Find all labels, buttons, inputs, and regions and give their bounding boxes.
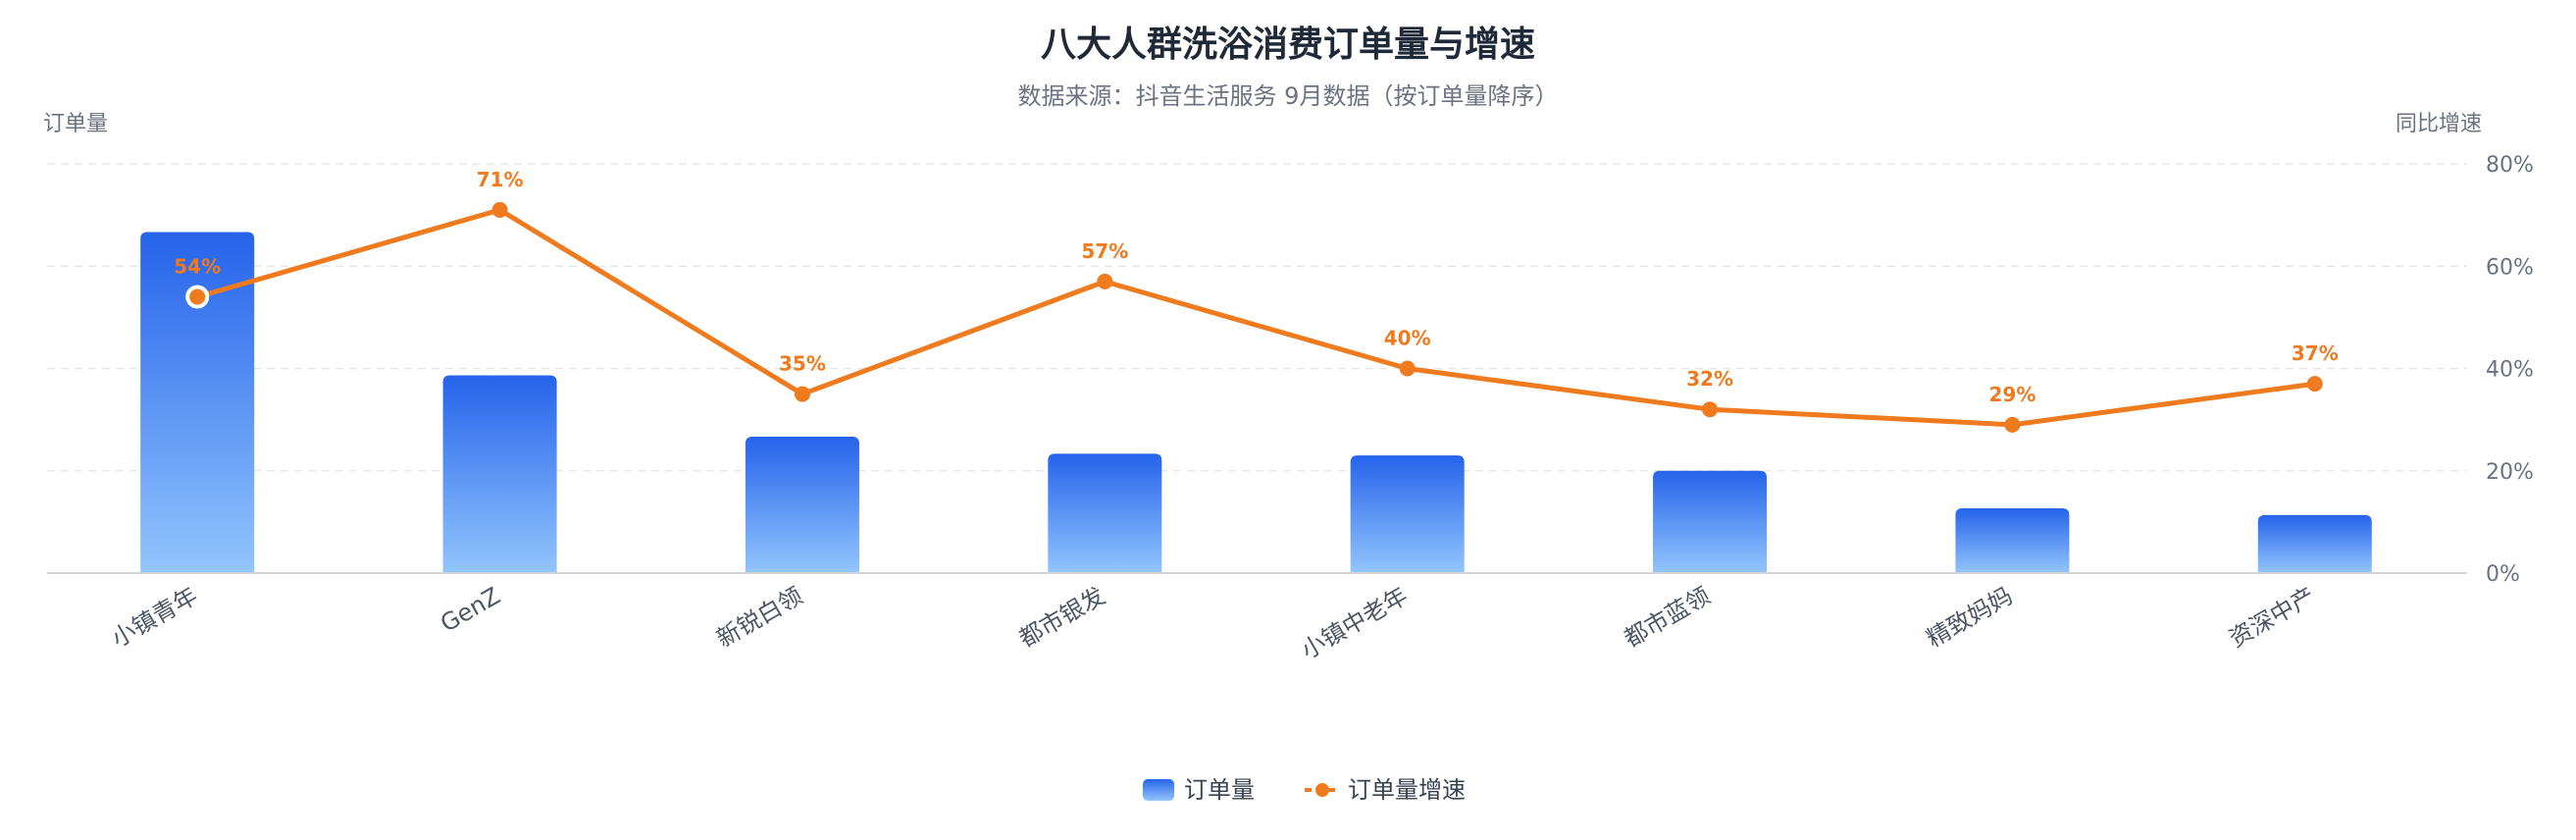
y-right-axis-title: 同比增速 (2396, 112, 2482, 136)
x-tick-label: 小镇青年 (107, 582, 202, 653)
bar (1955, 507, 2070, 573)
x-tick-label: 小镇中老年 (1297, 582, 1413, 664)
legend-bar-swatch (1143, 779, 1174, 801)
growth-point (2004, 416, 2021, 433)
x-tick-label: 精致妈妈 (1922, 582, 2017, 653)
growth-point (794, 386, 810, 402)
x-tick-label: GenZ (436, 582, 504, 638)
growth-point (491, 201, 508, 218)
x-tick-label: 都市银发 (1014, 582, 1109, 653)
chart-subtitle: 数据来源：抖音生活服务 9月数据（按订单量降序） (1018, 82, 1559, 110)
y-right-tick-label: 40% (2486, 358, 2534, 383)
growth-line (196, 207, 2316, 428)
growth-point (2306, 376, 2323, 393)
growth-data-label: 35% (779, 352, 826, 376)
y-right-tick-label: 0% (2486, 562, 2520, 587)
growth-data-label: 54% (174, 255, 221, 279)
legend[interactable]: 订单量 订单量增速 (1143, 776, 1466, 804)
bar (1350, 455, 1465, 573)
growth-data-label: 29% (1989, 383, 2036, 406)
bar (2257, 514, 2372, 573)
legend-dot-swatch (1315, 783, 1329, 797)
growth-point (185, 285, 210, 309)
growth-data-label: 71% (477, 168, 524, 191)
legend-label-growth: 订单量增速 (1348, 776, 1466, 804)
x-axis-categories: 小镇青年 GenZ 新锐白领 都市银发 小镇中老年 都市蓝领 精致妈妈 资深中产 (107, 582, 2320, 664)
growth-data-labels: 54% 71% 35% 57% 40% 32% 29% 37% (174, 168, 2339, 406)
y-right-tick-label: 60% (2486, 255, 2534, 280)
chart-title: 八大人群洗浴消费订单量与增速 (1041, 25, 1535, 65)
growth-data-label: 32% (1686, 367, 1733, 391)
growth-data-label: 37% (2292, 341, 2339, 365)
growth-point (1097, 273, 1113, 289)
growth-point (1702, 401, 1719, 418)
bar (1653, 470, 1768, 573)
legend-item-orders[interactable]: 订单量 (1143, 776, 1255, 804)
bar (442, 375, 557, 573)
bar-series (140, 232, 2372, 573)
growth-point (1399, 360, 1416, 377)
x-tick-label: 资深中产 (2225, 582, 2320, 653)
x-tick-label: 新锐白领 (712, 582, 807, 653)
growth-data-label: 57% (1081, 239, 1128, 263)
x-tick-label: 都市蓝领 (1620, 582, 1715, 653)
y-right-axis: 0% 20% 40% 60% 80% (2486, 153, 2534, 587)
bar (140, 232, 255, 573)
legend-label-orders: 订单量 (1184, 776, 1255, 804)
y-left-axis-title: 订单量 (43, 112, 108, 136)
y-right-tick-label: 80% (2486, 153, 2534, 178)
grid-lines (47, 163, 2467, 472)
bar (745, 437, 859, 573)
bar (1048, 453, 1162, 573)
y-right-tick-label: 20% (2486, 460, 2534, 485)
growth-points (185, 201, 2323, 433)
growth-data-label: 40% (1384, 327, 1431, 350)
legend-item-growth[interactable]: 订单量增速 (1305, 776, 1466, 804)
